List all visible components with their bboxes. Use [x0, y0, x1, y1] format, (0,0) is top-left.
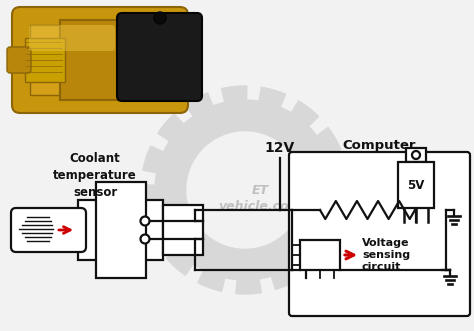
FancyBboxPatch shape [12, 7, 188, 113]
Text: 5V: 5V [407, 178, 425, 192]
Bar [30, 25, 150, 95]
FancyBboxPatch shape [11, 208, 86, 252]
Bar [398, 162, 434, 208]
Bar [300, 240, 340, 270]
Wedge shape [198, 190, 245, 291]
Wedge shape [236, 190, 261, 294]
Circle shape [140, 216, 149, 225]
Circle shape [412, 151, 420, 159]
Text: Coolant
temperature
sensor: Coolant temperature sensor [53, 152, 137, 199]
Bar [78, 200, 163, 260]
Bar [60, 20, 125, 100]
Wedge shape [245, 190, 328, 271]
Wedge shape [146, 190, 245, 247]
FancyBboxPatch shape [29, 25, 115, 51]
Circle shape [154, 12, 166, 24]
Wedge shape [158, 114, 245, 190]
Wedge shape [245, 177, 349, 203]
Wedge shape [166, 190, 245, 275]
Wedge shape [222, 86, 247, 190]
Bar [406, 148, 426, 162]
Circle shape [155, 100, 335, 280]
Wedge shape [245, 190, 346, 240]
FancyBboxPatch shape [7, 47, 31, 73]
Wedge shape [245, 163, 349, 190]
Wedge shape [245, 190, 299, 289]
FancyBboxPatch shape [117, 13, 202, 101]
Circle shape [187, 132, 303, 248]
Text: Voltage
sensing
circuit: Voltage sensing circuit [362, 238, 410, 272]
Bar [25, 38, 65, 82]
Bar [163, 205, 203, 255]
Bar [96, 182, 146, 278]
Wedge shape [245, 87, 286, 190]
Wedge shape [245, 127, 341, 190]
Text: 12V: 12V [265, 141, 295, 155]
FancyBboxPatch shape [289, 152, 470, 316]
Circle shape [140, 234, 149, 244]
Wedge shape [143, 146, 245, 190]
Wedge shape [245, 101, 319, 190]
Text: ET
vehicle.com: ET vehicle.com [218, 183, 302, 213]
Wedge shape [185, 93, 245, 190]
Text: Computer: Computer [343, 138, 416, 152]
Wedge shape [141, 185, 245, 210]
